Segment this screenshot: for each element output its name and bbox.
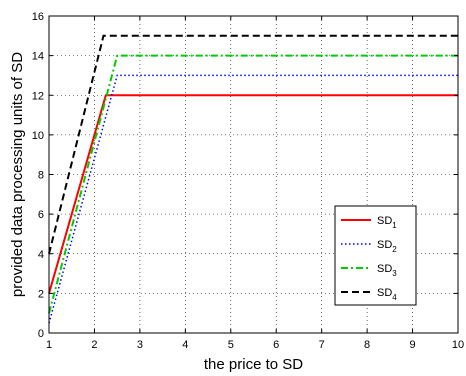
legend-label-2: SD2 <box>377 239 397 254</box>
x-axis-label: the price to SD <box>204 356 303 373</box>
series-line-4 <box>48 34 458 255</box>
legend-label-4: SD4 <box>377 287 397 302</box>
y-tick-label: 2 <box>38 288 44 300</box>
legend-label-1: SD1 <box>377 215 397 230</box>
y-tick-label: 4 <box>38 249 44 261</box>
legend-label-3: SD3 <box>377 263 397 278</box>
x-tick-label: 3 <box>137 339 143 351</box>
legend-box <box>334 205 417 306</box>
y-tick-label: 10 <box>32 130 44 142</box>
y-tick-label: 16 <box>32 11 44 23</box>
x-tick-label: 2 <box>91 339 97 351</box>
y-axis-label: provided data processing units of SD <box>9 52 26 297</box>
x-tick-label: 6 <box>273 339 279 351</box>
x-tick-label: 5 <box>228 339 234 351</box>
y-tick-label: 6 <box>38 209 44 221</box>
x-tick-label: 4 <box>182 339 188 351</box>
x-tick-label: 9 <box>409 339 415 351</box>
series-line-3 <box>48 54 458 314</box>
series-line-2 <box>48 74 458 324</box>
x-tick-label: 8 <box>364 339 370 351</box>
x-tick-label: 1 <box>46 339 52 351</box>
y-tick-label: 8 <box>38 170 44 182</box>
x-tick-label: 10 <box>452 339 464 351</box>
x-tick-label: 7 <box>319 339 325 351</box>
legend: SD1 SD2 SD3 SD4 <box>334 205 417 306</box>
y-tick-label: 0 <box>38 328 44 340</box>
y-tick-label: 14 <box>32 51 44 63</box>
series-layer <box>48 34 458 324</box>
y-tick-label: 12 <box>32 90 44 102</box>
